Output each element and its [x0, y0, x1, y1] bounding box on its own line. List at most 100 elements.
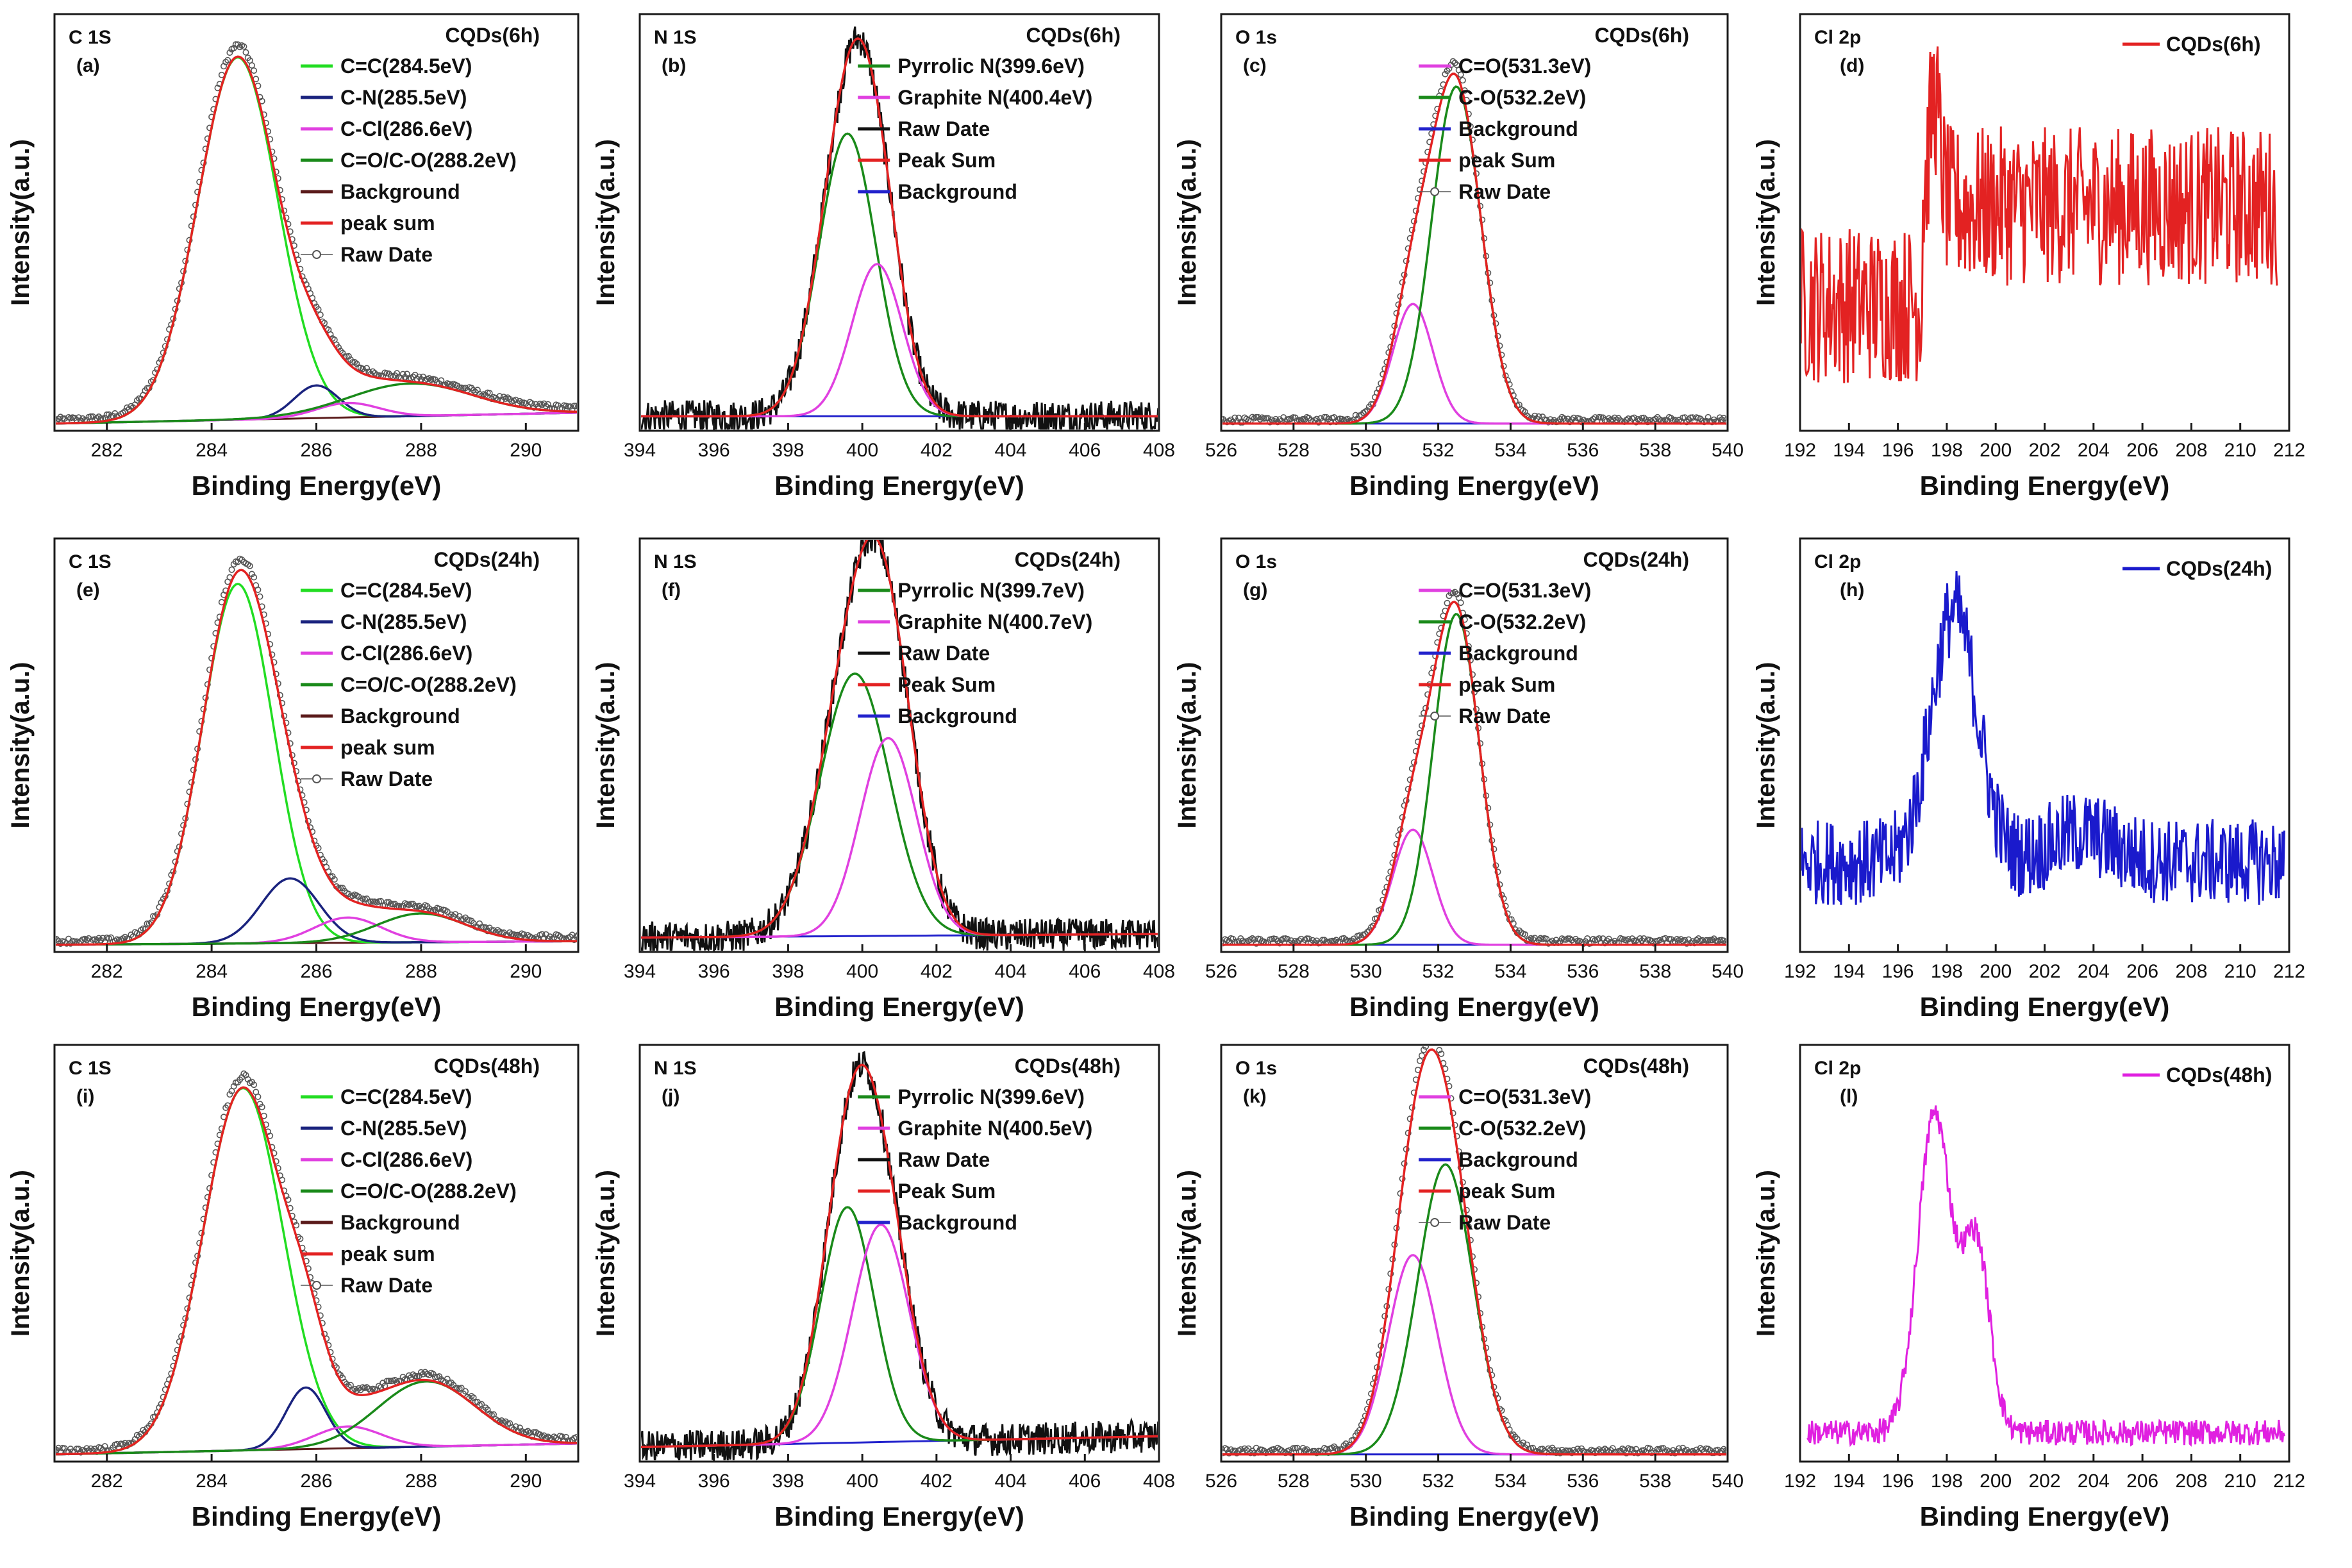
raw-data-point [254, 1093, 262, 1100]
spectrum-line [1801, 46, 2278, 383]
raw-data-point [1560, 936, 1567, 943]
panel-label: (i) [76, 1086, 94, 1107]
raw-data-point [1436, 1047, 1443, 1054]
raw-data-point [150, 913, 157, 920]
panel-label: (c) [1243, 55, 1267, 76]
x-tick-label: 284 [196, 1471, 228, 1492]
raw-data-point [482, 924, 489, 931]
legend-entry: peak sum [340, 1242, 435, 1265]
x-tick-label: 204 [2078, 440, 2110, 461]
raw-data-point [1672, 1449, 1679, 1456]
legend-title: CQDs(24h) [1583, 548, 1689, 571]
x-tick-label: 288 [405, 440, 437, 461]
peak-sum-curve [641, 37, 1158, 418]
x-tick-label: 200 [1980, 1471, 2012, 1492]
raw-data-point [56, 1444, 62, 1451]
x-axis-label: Binding Energy(eV) [192, 471, 442, 501]
legend-entry: C-N(285.5eV) [340, 86, 467, 109]
x-tick-label: 402 [921, 440, 953, 461]
core-level-label: C 1S [69, 1058, 112, 1079]
raw-data-point [571, 937, 577, 944]
x-tick-label: 534 [1494, 440, 1526, 461]
x-tick-label: 406 [1069, 440, 1101, 461]
y-axis-label: Intensity(a.u.) [6, 139, 35, 306]
x-tick-label: 212 [2273, 440, 2305, 461]
raw-data-point [1515, 927, 1522, 934]
x-tick-label: 212 [2273, 1471, 2305, 1492]
legend-entry: Peak Sum [897, 1180, 996, 1203]
x-tick-label: 282 [91, 440, 123, 461]
raw-data-point [1685, 936, 1692, 943]
raw-data-point [369, 898, 376, 905]
raw-data-point [460, 916, 467, 923]
raw-data-point [575, 932, 577, 938]
raw-data-point [1237, 419, 1244, 426]
raw-data-point [1574, 937, 1581, 944]
x-tick-label: 396 [698, 1471, 730, 1492]
x-tick-label: 530 [1350, 1471, 1382, 1492]
legend-entry: C=C(284.5eV) [340, 1085, 472, 1108]
raw-data-point [521, 931, 528, 938]
legend-entry: CQDs(6h) [2166, 33, 2261, 56]
x-tick-label: 408 [1143, 961, 1175, 982]
raw-data-point [1284, 935, 1291, 942]
x-tick-label: 528 [1278, 440, 1310, 461]
legend: CQDs(48h) [2123, 1063, 2272, 1087]
raw-data-point [56, 1446, 60, 1453]
raw-data-point [1271, 1446, 1278, 1453]
raw-data-point [450, 1381, 457, 1389]
raw-data-point [458, 1385, 465, 1392]
panel-label: (d) [1840, 55, 1864, 76]
x-tick-label: 290 [510, 961, 542, 982]
x-tick-label: 538 [1639, 440, 1671, 461]
x-tick-label: 408 [1143, 440, 1175, 461]
raw-data-point [1241, 1445, 1248, 1452]
raw-data-point [347, 1381, 354, 1389]
x-tick-label: 536 [1567, 961, 1599, 982]
raw-data-point [1678, 936, 1685, 943]
x-tick-label: 200 [1980, 440, 2012, 461]
y-axis-label: Intensity(a.u.) [1173, 139, 1201, 306]
legend-entry: Raw Date [897, 642, 990, 665]
panel-label: (f) [662, 580, 681, 601]
raw-data-point [1451, 588, 1458, 596]
legend-entry: Raw Date [340, 767, 433, 790]
raw-data-point [1568, 416, 1575, 423]
x-tick-label: 528 [1278, 1471, 1310, 1492]
x-tick-label: 288 [405, 961, 437, 982]
raw-data-point [456, 913, 463, 920]
panel-label: (k) [1243, 1086, 1267, 1107]
raw-data-point [1276, 940, 1283, 947]
legend-entry: Raw Date [897, 1148, 990, 1171]
raw-data-point [99, 935, 106, 942]
x-tick-label: 408 [1143, 1471, 1175, 1492]
raw-data-point [144, 920, 151, 927]
legend: CQDs(24h) Pyrrolic N(399.7eV) Graphite N(4… [858, 548, 1121, 728]
x-tick-label: 400 [846, 440, 878, 461]
raw-data-point [567, 933, 574, 940]
core-level-label: N 1S [654, 1058, 697, 1079]
legend-entry: Pyrrolic N(399.7eV) [897, 579, 1085, 602]
legend: CQDs(6h) C=C(284.5eV) C-N(285.5eV) C-Cl(286… [300, 24, 540, 266]
raw-data-point [383, 899, 390, 906]
raw-data-point [105, 411, 112, 418]
raw-data-point [367, 898, 374, 905]
raw-data-point [1438, 1050, 1445, 1057]
legend-title: CQDs(48h) [1015, 1055, 1121, 1078]
raw-data-point [242, 49, 249, 56]
x-tick-label: 206 [2126, 440, 2158, 461]
raw-data-point [385, 370, 392, 377]
raw-data-point [56, 1446, 58, 1453]
peak-sum-curve [1222, 600, 1726, 946]
raw-data-point [1429, 1035, 1434, 1040]
panel-label: (l) [1840, 1086, 1858, 1107]
legend-title: CQDs(24h) [434, 548, 540, 571]
raw-data-point [1309, 937, 1316, 944]
legend-entry: Raw Date [897, 117, 990, 140]
raw-data-point [486, 390, 493, 397]
raw-data-point [345, 353, 352, 360]
peak-sum-curve [1222, 1048, 1726, 1456]
raw-data-point [349, 359, 356, 366]
x-tick-label: 526 [1205, 440, 1237, 461]
raw-data-point [1564, 415, 1571, 422]
